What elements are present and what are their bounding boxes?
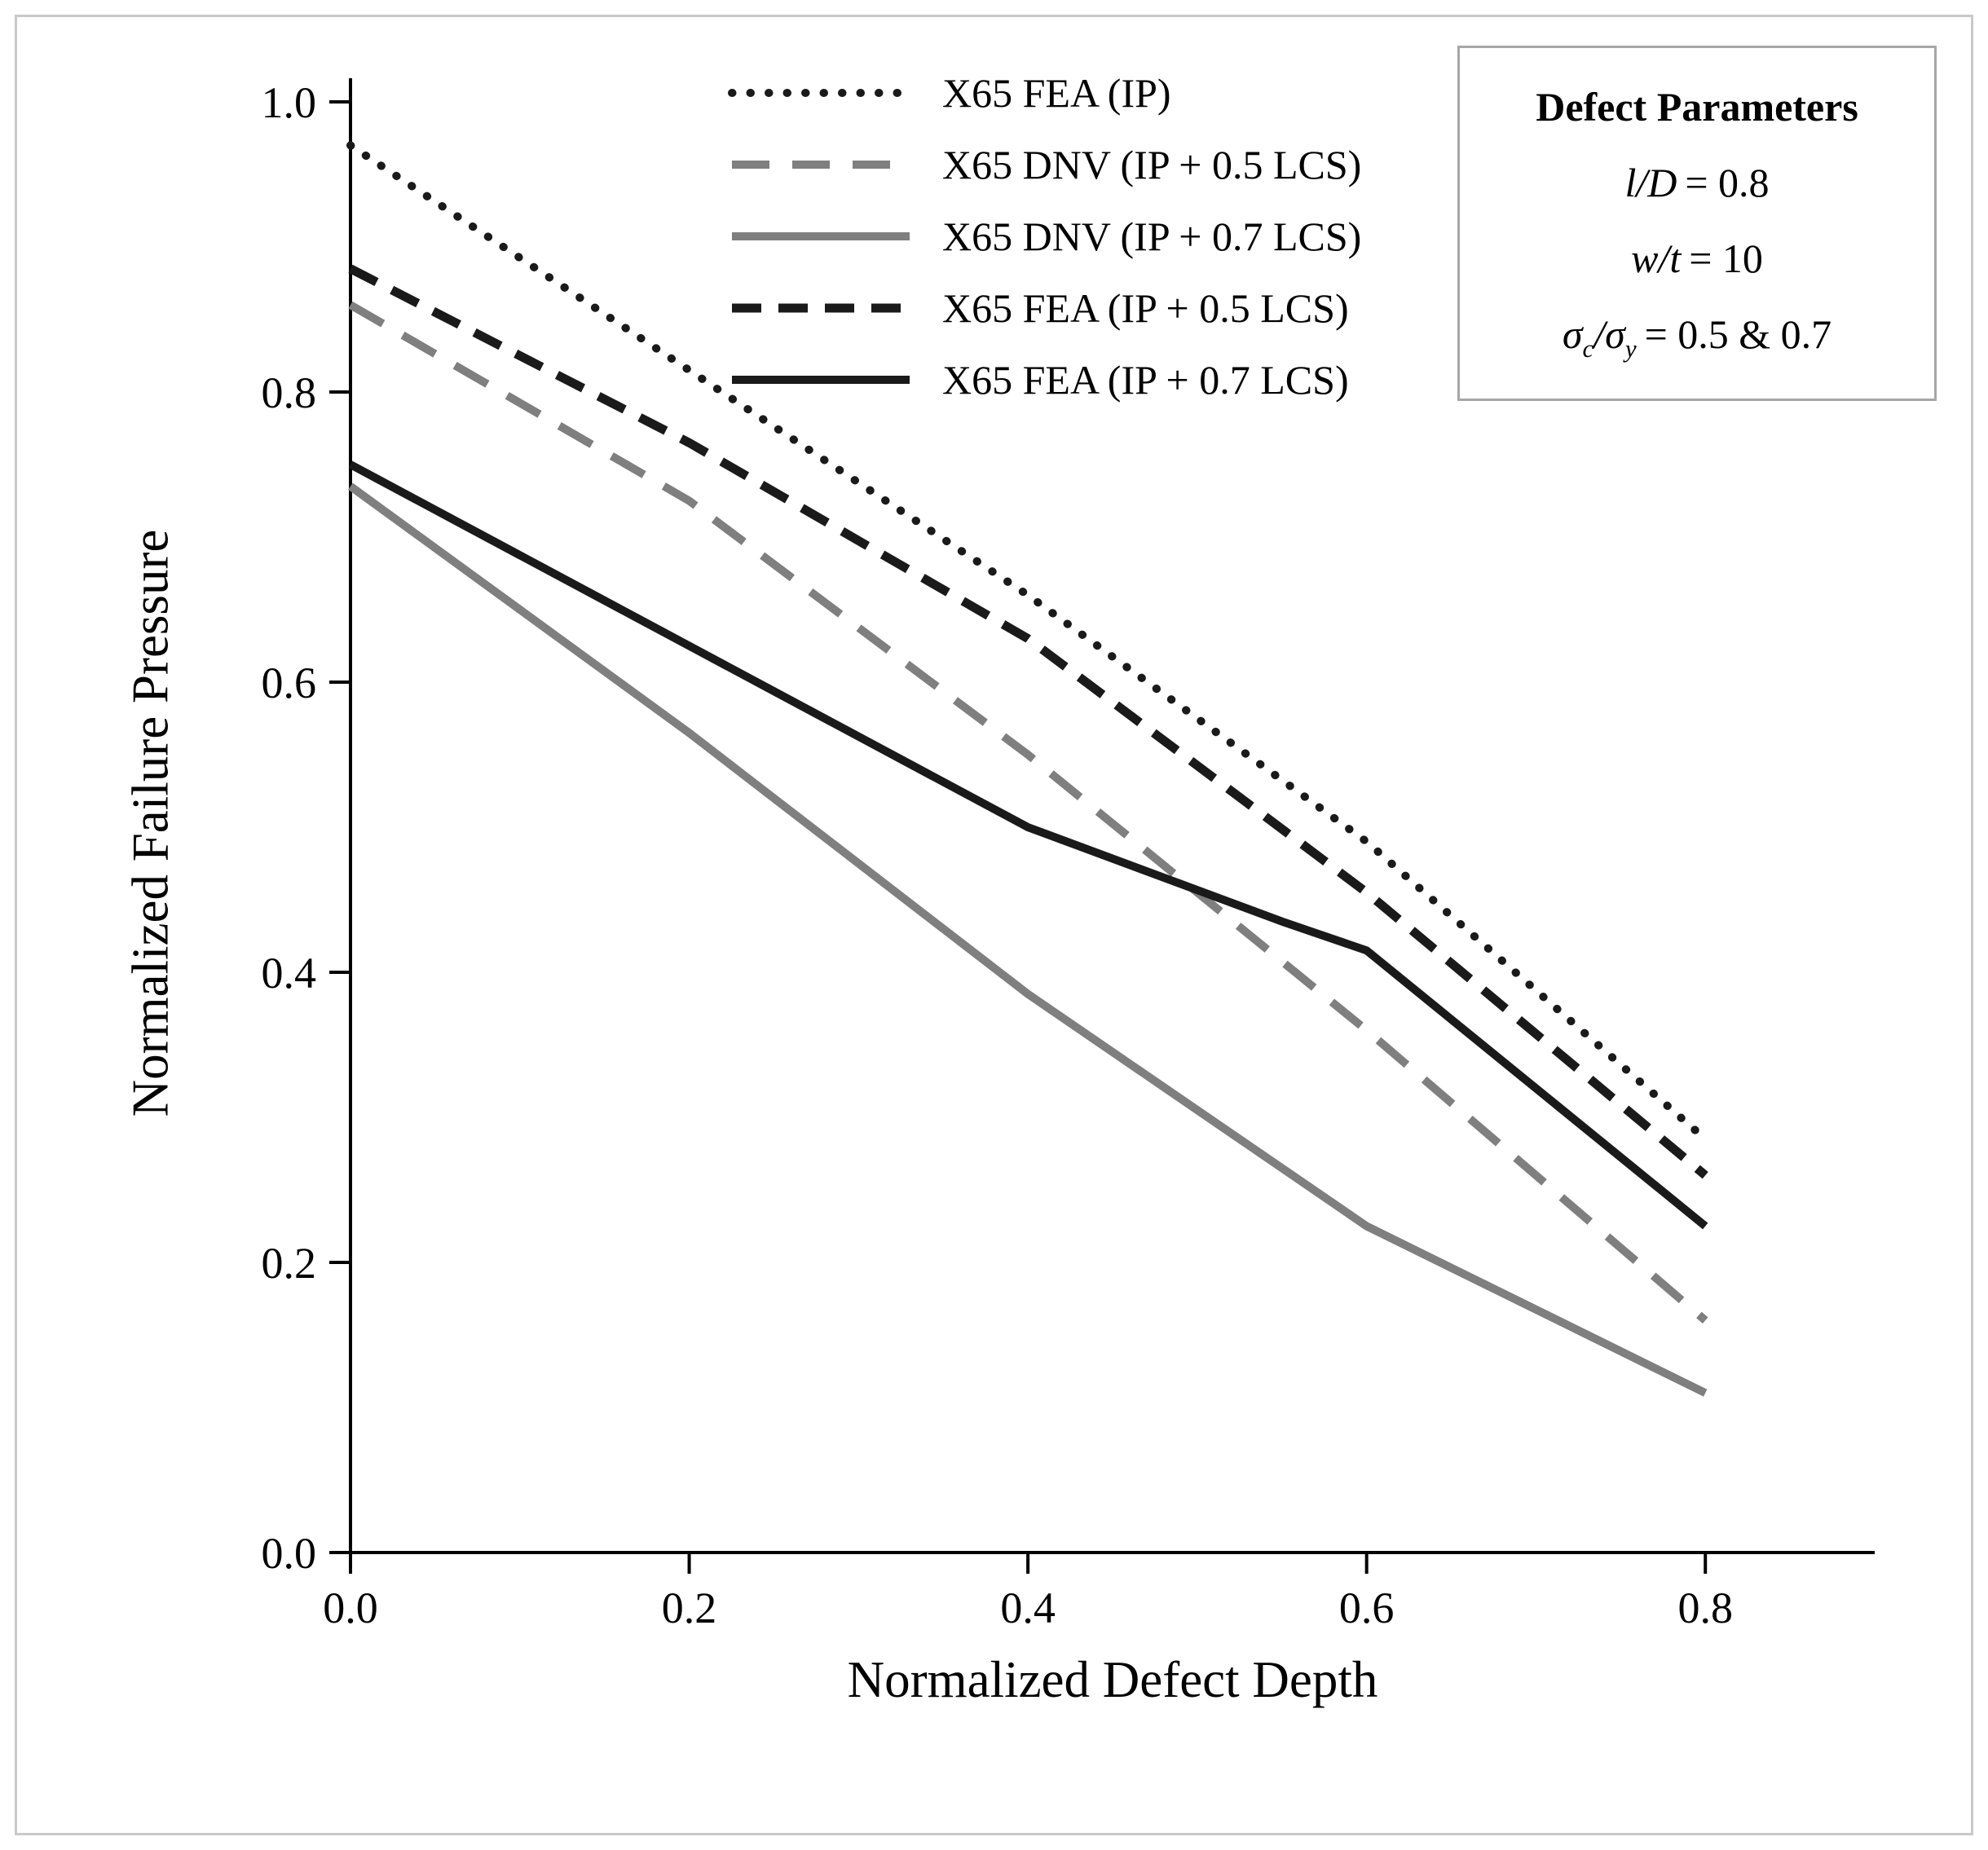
y-tick-label: 1.0: [262, 78, 317, 127]
y-tick-label: 0.2: [262, 1239, 317, 1288]
y-tick-label: 0.8: [262, 368, 317, 417]
defect-parameters-box: Defect Parameters l/D = 0.8 w/t = 10 σc/σy…: [1457, 46, 1937, 401]
axes: [329, 78, 1875, 1574]
legend: X65 FEA (IP) X65 DNV (IP + 0.5 LCS) X65 DN…: [727, 57, 1361, 416]
series-line-x65-fea-ip: [346, 141, 1710, 1143]
legend-item: X65 DNV (IP + 0.7 LCS): [727, 200, 1361, 272]
defect-parameters-title: Defect Parameters: [1536, 84, 1858, 130]
x-tick-label: 0.2: [662, 1584, 717, 1632]
legend-label: X65 FEA (IP + 0.7 LCS): [942, 357, 1349, 403]
legend-line-sample: [732, 232, 910, 240]
defect-parameter-w-over-t: w/t = 10: [1631, 236, 1763, 281]
legend-line-sample: [732, 376, 910, 384]
x-tick-label: 0.8: [1677, 1584, 1733, 1632]
tick-labels: 0.0 0.2 0.4 0.6 0.8 0.0 0.2 0.4 0.6 0.8 1.0: [262, 78, 1733, 1632]
legend-item: X65 FEA (IP): [727, 57, 1361, 129]
y-tick-label: 0.4: [262, 949, 317, 998]
legend-item: X65 DNV (IP + 0.5 LCS): [727, 129, 1361, 200]
legend-item: X65 FEA (IP + 0.7 LCS): [727, 344, 1361, 416]
legend-label: X65 DNV (IP + 0.5 LCS): [942, 142, 1362, 187]
x-tick-label: 0.4: [1000, 1584, 1056, 1632]
x-tick-label: 0.0: [323, 1584, 378, 1632]
series-line-x65-dnv-ip-0-5-lcs: [348, 301, 1708, 1324]
series-line-x65-fea-ip-0-7-lcs: [348, 460, 1708, 1230]
legend-line-sample: [732, 303, 910, 313]
legend-label: X65 DNV (IP + 0.7 LCS): [942, 214, 1362, 259]
legend-line-sample: [732, 161, 910, 169]
legend-line-sample: [728, 89, 914, 97]
defect-parameter-l-over-d: l/D = 0.8: [1624, 160, 1770, 205]
x-axis-title: Normalized Defect Depth: [847, 1651, 1378, 1708]
defect-parameter-sigma-ratio: σc/σy = 0.5 & 0.7: [1562, 311, 1832, 363]
legend-label: X65 FEA (IP): [942, 70, 1171, 116]
legend-label: X65 FEA (IP + 0.5 LCS): [942, 285, 1349, 331]
y-tick-label: 0.6: [262, 659, 317, 707]
y-tick-label: 0.0: [262, 1529, 317, 1578]
x-tick-label: 0.6: [1339, 1584, 1395, 1632]
series-line-x65-dnv-ip-0-7-lcs: [348, 482, 1708, 1397]
legend-item: X65 FEA (IP + 0.5 LCS): [727, 272, 1361, 344]
series-line-x65-fea-ip-0-5-lcs: [348, 264, 1708, 1179]
y-axis-title: Normalized Failure Pressure: [121, 529, 179, 1117]
